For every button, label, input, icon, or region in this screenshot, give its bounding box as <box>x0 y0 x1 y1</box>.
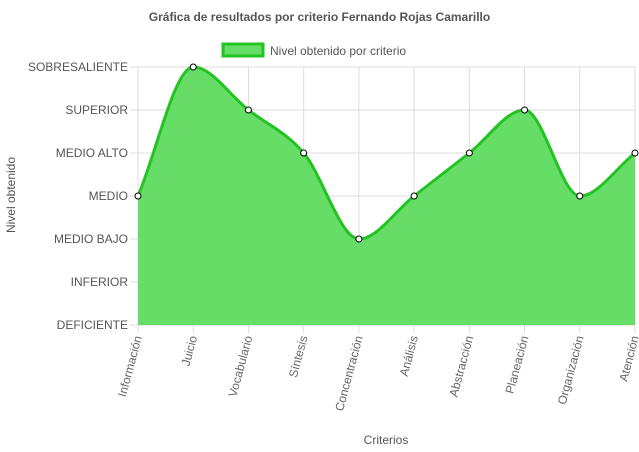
data-point <box>300 149 308 157</box>
y-tick-label: MEDIO ALTO <box>56 146 128 160</box>
y-axis-ticks: DEFICIENTE INFERIOR MEDIO BAJO MEDIO MEDIO A… <box>28 60 128 332</box>
x-tick-label: Vocabulario <box>226 334 256 399</box>
data-point <box>134 192 142 200</box>
x-axis-label: Criterios <box>364 433 409 447</box>
data-point <box>465 149 473 157</box>
y-tick-label: MEDIO <box>89 189 128 203</box>
y-tick-label: DEFICIENTE <box>57 318 128 332</box>
y-tick-label: INFERIOR <box>71 275 129 289</box>
x-tick-label: Atención <box>616 334 639 383</box>
data-point <box>355 235 363 243</box>
y-tick-label: MEDIO BAJO <box>54 232 128 246</box>
data-point <box>631 149 639 157</box>
legend-swatch <box>221 42 265 58</box>
x-tick-label: Síntesis <box>286 334 311 379</box>
y-axis-label: Nivel obtenido <box>4 157 18 233</box>
data-point <box>189 63 197 71</box>
data-series <box>134 63 639 325</box>
x-tick-label: Planeación <box>503 334 532 395</box>
series-line <box>136 65 636 241</box>
data-point <box>521 106 529 114</box>
x-tick-label: Abstracción <box>446 334 476 398</box>
chart-title: Gráfica de resultados por criterio Ferna… <box>149 10 490 24</box>
y-tick-label: SUPERIOR <box>65 103 128 117</box>
x-axis-ticks: Información Juicio Vocabulario Síntesis Conc… <box>115 334 639 413</box>
data-point <box>576 192 584 200</box>
x-tick-label: Análisis <box>397 334 421 378</box>
series-area-fill <box>138 67 635 325</box>
x-tick-label: Concentración <box>332 334 366 412</box>
x-tick-label: Juicio <box>179 334 201 368</box>
x-tick-label: Organización <box>555 334 587 406</box>
data-point <box>244 106 252 114</box>
legend[interactable]: Nivel obtenido por criterio <box>221 42 406 58</box>
y-tick-label: SOBRESALIENTE <box>28 60 128 74</box>
x-tick-label: Información <box>115 334 145 398</box>
legend-label: Nivel obtenido por criterio <box>270 44 406 58</box>
data-point <box>410 192 418 200</box>
